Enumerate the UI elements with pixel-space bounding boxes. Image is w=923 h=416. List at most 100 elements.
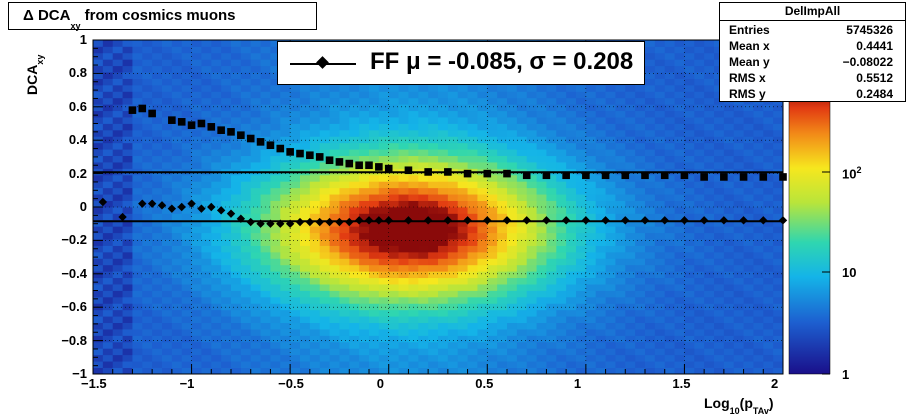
heatmap-cell	[162, 290, 173, 298]
heatmap-cell	[457, 123, 468, 131]
heatmap-cell	[763, 213, 774, 221]
heatmap-cell	[743, 296, 754, 304]
heatmap-cell	[191, 232, 202, 240]
heatmap-cell	[260, 354, 271, 362]
heatmap-cell	[438, 329, 449, 336]
heatmap-cell	[664, 136, 675, 144]
heatmap-cell	[487, 226, 498, 234]
heatmap-cell	[408, 290, 419, 298]
heatmap-cell	[595, 149, 606, 157]
heatmap-cell	[536, 136, 547, 144]
heatmap-cell	[300, 335, 311, 343]
heatmap-cell	[152, 354, 163, 362]
heatmap-cell	[378, 91, 390, 99]
heatmap-cell	[615, 104, 626, 112]
heatmap-cell	[378, 258, 390, 266]
heatmap-cell	[418, 110, 429, 118]
heatmap-cell	[714, 200, 725, 208]
heatmap-cell	[211, 117, 222, 124]
heatmap-cell	[359, 290, 370, 298]
heatmap-cell	[625, 264, 636, 272]
heatmap-cell	[408, 149, 419, 157]
heatmap-cell	[418, 104, 429, 112]
heatmap-cell	[329, 335, 340, 343]
heatmap-cell	[280, 258, 291, 266]
heatmap-cell	[142, 354, 153, 362]
heatmap-cells	[93, 40, 783, 374]
profile-mean-marker	[305, 217, 315, 227]
heatmap-cell	[753, 245, 764, 253]
heatmap-cell	[280, 117, 291, 124]
heatmap-cell	[152, 219, 163, 227]
heatmap-cell	[477, 354, 488, 362]
heatmap-cell	[221, 232, 232, 240]
heatmap-cell	[753, 348, 764, 356]
heatmap-cell	[240, 271, 252, 279]
heatmap-cell	[349, 84, 360, 92]
heatmap-cell	[408, 264, 419, 272]
heatmap-cell	[654, 361, 666, 368]
heatmap-cell	[408, 84, 419, 92]
heatmap-cell	[467, 142, 478, 150]
heatmap-cell	[339, 251, 350, 259]
heatmap-cell	[487, 290, 498, 298]
heatmap-cell	[250, 258, 261, 266]
heatmap-cell	[231, 213, 242, 221]
heatmap-cell	[556, 258, 567, 266]
heatmap-cell	[733, 245, 744, 253]
heatmap-cell	[211, 187, 222, 195]
heatmap-cell	[615, 162, 626, 169]
heatmap-cell	[142, 97, 153, 105]
heatmap-cell	[250, 104, 261, 112]
heatmap-cell	[645, 78, 656, 86]
heatmap-cell	[674, 277, 685, 285]
heatmap-cell	[378, 200, 390, 208]
heatmap-cell	[714, 251, 725, 259]
heatmap-cell	[309, 219, 321, 227]
heatmap-cell	[240, 52, 252, 60]
heatmap-cell	[132, 149, 143, 157]
heatmap-cell	[773, 142, 783, 150]
heatmap-cell	[408, 123, 419, 131]
heatmap-cell	[122, 174, 133, 182]
heatmap-cell	[664, 251, 675, 259]
heatmap-cell	[231, 226, 242, 234]
heatmap-cell	[645, 46, 656, 54]
heatmap-cell	[438, 207, 449, 214]
heatmap-cell	[201, 155, 212, 163]
heatmap-cell	[122, 110, 133, 118]
heatmap-cell	[378, 277, 390, 285]
heatmap-cell	[467, 296, 478, 304]
heatmap-cell	[546, 123, 557, 131]
heatmap-cell	[102, 348, 114, 356]
heatmap-cell	[398, 348, 409, 356]
heatmap-cell	[418, 290, 429, 298]
heatmap-cell	[201, 162, 212, 169]
heatmap-cell	[546, 329, 557, 336]
heatmap-cell	[635, 309, 646, 317]
heatmap-cell	[645, 245, 656, 253]
heatmap-cell	[576, 367, 587, 374]
heatmap-cell	[112, 271, 123, 279]
heatmap-cell	[280, 110, 291, 118]
heatmap-cell	[526, 354, 537, 362]
heatmap-cell	[615, 226, 626, 234]
heatmap-cell	[290, 309, 301, 317]
heatmap-cell	[152, 290, 163, 298]
heatmap-cell	[329, 284, 340, 291]
heatmap-cell	[162, 226, 173, 234]
heatmap-cell	[369, 284, 380, 291]
stats-row-entries: Entries 5745326	[729, 23, 893, 37]
heatmap-cell	[240, 213, 252, 221]
heatmap-cell	[714, 290, 725, 298]
heatmap-cell	[300, 104, 311, 112]
heatmap-cell	[743, 303, 754, 311]
heatmap-cell	[694, 78, 705, 86]
heatmap-cell	[181, 232, 192, 240]
heatmap-cell	[221, 142, 232, 150]
heatmap-cell	[280, 296, 291, 304]
heatmap-cell	[201, 123, 212, 131]
heatmap-cell	[674, 258, 685, 266]
heatmap-cell	[664, 277, 675, 285]
heatmap-cell	[359, 264, 370, 272]
